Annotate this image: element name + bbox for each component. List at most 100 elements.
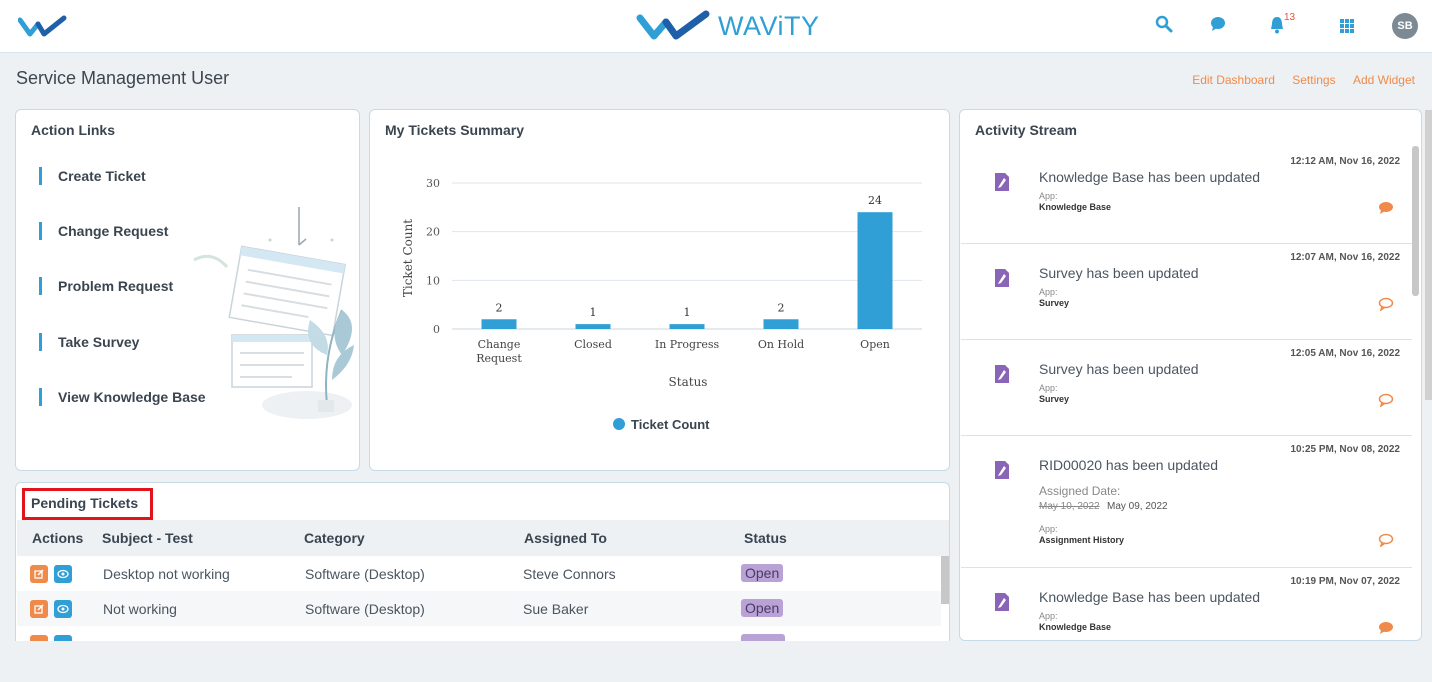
activity-item[interactable]: 12:12 AM, Nov 16, 2022 Knowledge Base ha… [961, 148, 1412, 244]
create-ticket-link[interactable]: Create Ticket [39, 167, 146, 185]
activity-time: 12:12 AM, Nov 16, 2022 [1290, 156, 1400, 167]
bell-icon[interactable] [1268, 15, 1286, 35]
bar[interactable] [575, 324, 611, 329]
y-tick-label: 20 [426, 226, 440, 239]
activity-item[interactable]: 12:07 AM, Nov 16, 2022 Survey has been u… [961, 244, 1412, 340]
brand-mark-icon [636, 10, 710, 40]
column-header-subject[interactable]: Subject - Test [102, 530, 193, 546]
old-date: May 10, 2022 [1039, 501, 1100, 512]
activity-title: Knowledge Base has been updated [1039, 589, 1261, 605]
activity-time: 10:19 PM, Nov 07, 2022 [1290, 576, 1400, 587]
tickets-summary-title: My Tickets Summary [385, 122, 525, 138]
bar-value-label: 2 [496, 301, 503, 314]
activity-title: Survey has been updated [1039, 361, 1199, 377]
table-scrollbar[interactable] [941, 556, 949, 604]
problem-request-link[interactable]: Problem Request [39, 277, 173, 295]
link-marker [39, 333, 42, 351]
new-date: May 09, 2022 [1107, 501, 1168, 512]
change-request-link[interactable]: Change Request [39, 222, 168, 240]
legend-label[interactable]: Ticket Count [631, 417, 710, 432]
activity-scrollbar[interactable] [1412, 146, 1419, 296]
search-icon[interactable] [1155, 15, 1173, 33]
dashboard-links: Edit Dashboard Settings Add Widget [1178, 73, 1415, 87]
edit-button[interactable] [30, 600, 48, 618]
take-survey-label: Take Survey [58, 334, 140, 350]
comment-icon[interactable] [1378, 621, 1394, 635]
bar[interactable] [669, 324, 705, 329]
view-knowledge-base-link[interactable]: View Knowledge Base [39, 388, 206, 406]
table-row-partial[interactable] [17, 626, 941, 641]
activity-time: 10:25 PM, Nov 08, 2022 [1290, 444, 1400, 455]
table-row[interactable]: Desktop not working Software (Desktop) S… [17, 556, 941, 591]
bar-value-labels: 2 1 1 2 24 [496, 194, 883, 319]
comment-outline-icon[interactable] [1378, 533, 1394, 547]
add-widget-link[interactable]: Add Widget [1352, 73, 1415, 87]
user-avatar[interactable]: SB [1392, 13, 1418, 39]
ticket-assignee: Sue Baker [523, 601, 589, 617]
link-marker [39, 222, 42, 240]
edit-document-icon [995, 173, 1009, 191]
create-ticket-label: Create Ticket [58, 168, 146, 184]
activity-item[interactable]: 12:05 AM, Nov 16, 2022 Survey has been u… [961, 340, 1412, 436]
ticket-assignee: Steve Connors [523, 566, 616, 582]
apps-grid-icon[interactable] [1339, 18, 1355, 34]
edit-document-icon [995, 365, 1009, 383]
activity-item[interactable]: 10:19 PM, Nov 07, 2022 Knowledge Base ha… [961, 568, 1412, 640]
y-axis-ticks: 0 10 20 30 [426, 177, 440, 336]
chart-bars [481, 212, 893, 329]
x-tick-label: Open [860, 338, 890, 351]
bar-value-label: 2 [778, 301, 785, 314]
edit-document-icon [995, 593, 1009, 611]
ticket-subject[interactable]: Not working [103, 601, 177, 617]
activity-time: 12:05 AM, Nov 16, 2022 [1290, 348, 1400, 359]
take-survey-link[interactable]: Take Survey [39, 333, 139, 351]
view-button[interactable] [54, 635, 72, 641]
pending-tickets-card: Pending Tickets Actions Subject - Test C… [15, 482, 950, 641]
settings-link[interactable]: Settings [1292, 73, 1336, 87]
activity-app-label: App: [1039, 191, 1058, 201]
bar[interactable] [481, 319, 517, 329]
activity-app-label: App: [1039, 383, 1058, 393]
page-scrollbar[interactable] [1425, 110, 1432, 400]
activity-app-name: Survey [1039, 394, 1070, 404]
comment-outline-icon[interactable] [1378, 297, 1394, 311]
activity-app-name: Knowledge Base [1039, 622, 1112, 632]
bar[interactable] [763, 319, 799, 329]
activity-item[interactable]: 10:25 PM, Nov 08, 2022 RID00020 has been… [961, 436, 1412, 568]
activity-title: Knowledge Base has been updated [1039, 169, 1261, 185]
brand-logo[interactable]: WAViTY [636, 10, 820, 42]
assigned-date-label: Assigned Date: [1039, 484, 1121, 498]
link-marker [39, 167, 42, 185]
column-header-assigned-to[interactable]: Assigned To [524, 530, 607, 546]
edit-button[interactable] [30, 635, 48, 641]
bar-value-label: 24 [868, 194, 882, 207]
tickets-bar-chart: 0 10 20 30 2 1 1 2 24 Change Request Closed In Pro… [401, 177, 922, 432]
bar[interactable] [857, 212, 893, 329]
status-badge: Open [741, 599, 784, 617]
view-button[interactable] [54, 600, 72, 618]
wavity-logo-icon[interactable] [18, 14, 68, 38]
activity-stream-title: Activity Stream [975, 122, 1077, 138]
column-header-status[interactable]: Status [744, 530, 787, 546]
ticket-subject[interactable]: Desktop not working [103, 566, 230, 582]
activity-app-label: App: [1039, 611, 1058, 621]
comment-outline-icon[interactable] [1378, 393, 1394, 407]
column-header-actions[interactable]: Actions [32, 530, 84, 546]
comment-icon[interactable] [1378, 201, 1394, 215]
view-button[interactable] [54, 565, 72, 583]
top-bar: WAViTY 13 SB [0, 0, 1432, 53]
edit-dashboard-link[interactable]: Edit Dashboard [1192, 73, 1275, 87]
activity-title: Survey has been updated [1039, 265, 1199, 281]
edit-button[interactable] [30, 565, 48, 583]
x-tick-label: Closed [574, 338, 612, 351]
x-tick-label: On Hold [758, 338, 804, 351]
status-badge: Open [741, 564, 784, 582]
activity-title: RID00020 has been updated [1039, 457, 1219, 473]
edit-document-icon [995, 269, 1009, 287]
chat-icon[interactable] [1209, 15, 1227, 33]
link-marker [39, 388, 42, 406]
dashboard-illustration [193, 207, 354, 419]
column-header-category[interactable]: Category [304, 530, 365, 546]
activity-app-name: Assignment History [1039, 535, 1125, 545]
table-row[interactable]: Not working Software (Desktop) Sue Baker… [17, 591, 941, 626]
